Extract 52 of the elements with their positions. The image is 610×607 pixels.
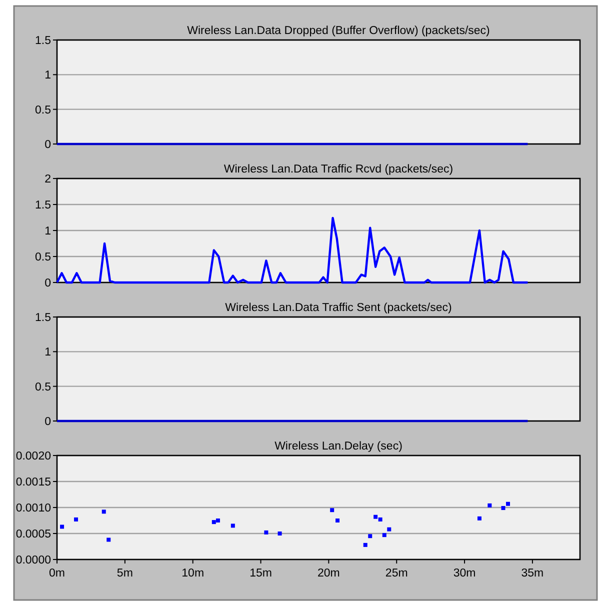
x-tick-label: 20m — [318, 568, 340, 580]
chart-title: Wireless Lan.Delay (sec) — [274, 440, 403, 452]
point — [330, 508, 334, 512]
y-tick-label: 1.5 — [35, 312, 51, 324]
y-tick-label: 1.5 — [35, 35, 51, 48]
y-tick-label: 1.5 — [35, 200, 51, 212]
y-tick-label: 0 — [44, 278, 51, 290]
y-tick-label: 0.5 — [35, 104, 51, 116]
point — [106, 538, 111, 542]
y-tick-label: 1 — [44, 70, 51, 82]
point — [368, 534, 372, 538]
point — [74, 517, 78, 522]
y-tick-label: 0 — [44, 139, 51, 152]
point — [501, 506, 506, 510]
point — [278, 532, 282, 536]
x-tick-label: 15m — [250, 568, 272, 580]
x-tick-label: 25m — [385, 568, 408, 580]
point — [336, 518, 340, 522]
chart-title: Wireless Lan.Data Traffic Rcvd (packets/sec) — [224, 164, 454, 176]
y-tick-label: 0.0015 — [16, 476, 51, 489]
y-tick-label: 1 — [44, 226, 51, 238]
chart-title: Wireless Lan.Data Dropped (Buffer Overflow) (packets/sec) — [187, 25, 490, 37]
x-tick-label: 10m — [182, 568, 204, 580]
point — [102, 510, 106, 514]
point — [488, 503, 492, 508]
y-tick-label: 0.0005 — [16, 528, 51, 541]
point — [363, 542, 368, 547]
x-tick-label: 5m — [116, 568, 133, 580]
point — [506, 502, 510, 506]
y-tick-label: 0 — [44, 416, 51, 428]
point — [378, 517, 382, 522]
chart-title: Wireless Lan.Data Traffic Sent (packets/sec) — [225, 302, 452, 314]
x-tick-label: 30m — [453, 568, 476, 580]
point — [60, 524, 64, 529]
y-tick-label: 0.0020 — [16, 450, 51, 463]
point — [216, 518, 220, 522]
point — [382, 533, 386, 538]
point — [230, 524, 235, 528]
y-tick-label: 0.0010 — [16, 502, 51, 515]
point — [477, 516, 482, 520]
point — [212, 520, 216, 524]
y-tick-label: 2 — [44, 174, 51, 186]
point — [374, 514, 378, 519]
line-series — [56, 216, 529, 284]
y-tick-label: 1 — [44, 346, 51, 359]
x-tick-label: 0m — [49, 568, 65, 580]
point — [264, 530, 268, 534]
x-tick-label: 35m — [521, 568, 544, 580]
y-tick-label: 0.5 — [35, 381, 51, 394]
point — [387, 527, 392, 532]
y-tick-label: 0.5 — [35, 252, 51, 264]
y-tick-label: 0.0000 — [16, 554, 51, 567]
